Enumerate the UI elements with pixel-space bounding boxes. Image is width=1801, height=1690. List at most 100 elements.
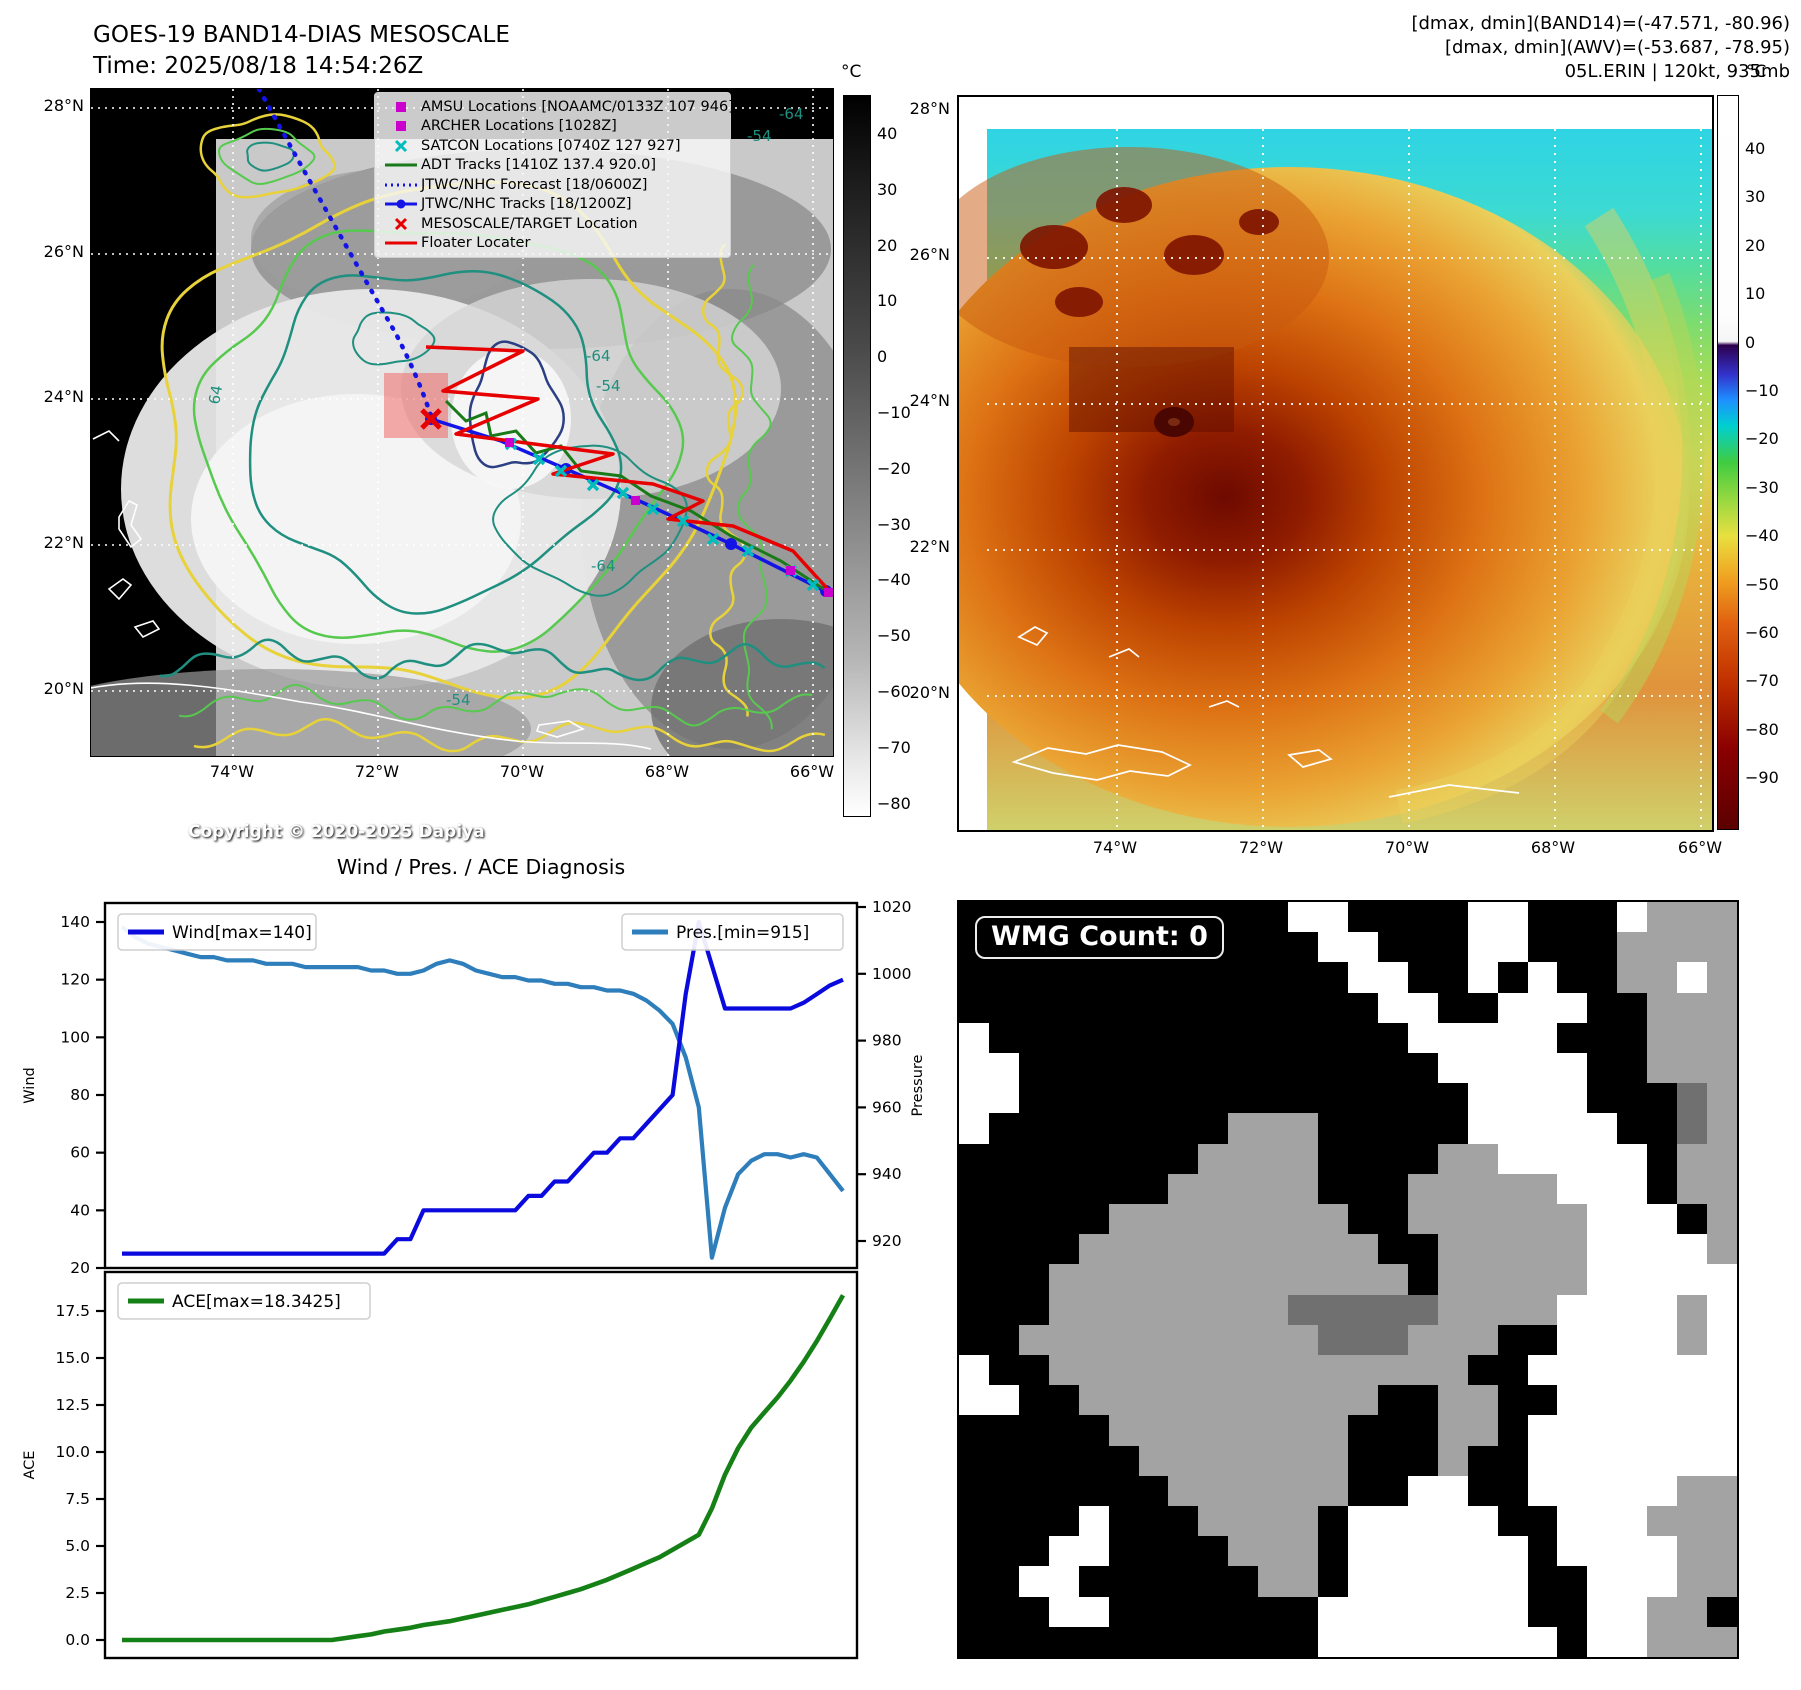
legend-item: Floater Locater [381, 234, 724, 254]
wmg-cell [1318, 1294, 1348, 1325]
wmg-cell [1677, 1234, 1708, 1265]
wmg-cell [1078, 962, 1109, 993]
wmg-cell [1407, 1445, 1438, 1476]
wmg-cell [1258, 1294, 1289, 1325]
wmg-cell [1677, 1475, 1708, 1506]
wmg-cell [1557, 1173, 1588, 1204]
wmg-cell [1048, 1506, 1079, 1537]
legend-item-label: SATCON Locations [0740Z 127 927] [421, 137, 681, 154]
wmg-cell [1647, 1143, 1678, 1174]
wmg-cell [1647, 1445, 1678, 1476]
wmg-cell [1318, 1415, 1348, 1446]
contour-line [246, 141, 295, 172]
wmg-cell [1018, 962, 1049, 993]
wmg-cell [1108, 1475, 1139, 1506]
wmg-cell [1018, 1536, 1049, 1567]
wmg-cell [1138, 1234, 1169, 1265]
wmg-cell [1377, 1355, 1408, 1386]
wmg-cell [1617, 1113, 1648, 1144]
wmg-cell [1108, 1264, 1139, 1295]
wmg-cell [1198, 1475, 1229, 1506]
wmg-cell [1407, 1264, 1438, 1295]
wmg-cell [1437, 1173, 1468, 1204]
awv-colorbar-tick: −10 [1745, 381, 1779, 400]
wmg-cell [1048, 1324, 1079, 1355]
wmg-cell [1437, 902, 1468, 933]
wmg-cell [1707, 932, 1737, 963]
wmg-cell [1377, 1204, 1408, 1235]
wmg-cell [1198, 1173, 1229, 1204]
wmg-cell [1377, 1536, 1408, 1567]
wmg-cell [1078, 1204, 1109, 1235]
wmg-cell [1647, 1294, 1678, 1325]
wmg-cell [1048, 1234, 1079, 1265]
wmg-cell [1467, 1264, 1498, 1295]
wmg-cell [1407, 1204, 1438, 1235]
wmg-cell [1557, 1475, 1588, 1506]
wmg-cell [1347, 1053, 1378, 1084]
wmg-cell [1407, 992, 1438, 1023]
right-map-lat-tick: 20°N [909, 683, 950, 702]
wmg-cell [1258, 1173, 1289, 1204]
wmg-cell [1228, 1475, 1259, 1506]
ace-ytick: 7.5 [65, 1490, 90, 1508]
wmg-cell [1437, 1536, 1468, 1567]
wmg-cell [1527, 1506, 1558, 1537]
wmg-cell [1527, 1626, 1558, 1657]
wmg-cell [1677, 1415, 1708, 1446]
awv-colorbar-tick: −80 [1745, 719, 1779, 739]
wmg-cell [1557, 1264, 1588, 1295]
wmg-cell [1617, 1475, 1648, 1506]
left-map-lat-tick: 24°N [43, 387, 84, 406]
wmg-cell [1048, 962, 1079, 993]
wmg-cell [1497, 1264, 1528, 1295]
wmg-cell [1617, 1053, 1648, 1084]
wmg-cell [1467, 1173, 1498, 1204]
wmg-cell [1377, 1143, 1408, 1174]
wmg-cell [1198, 1234, 1229, 1265]
wmg-cell [1318, 1173, 1348, 1204]
legend-item-label: JTWC/NHC Tracks [18/1200Z] [421, 196, 632, 213]
pressure-ytick: 1000 [872, 965, 911, 983]
wmg-cell [1407, 1083, 1438, 1114]
wmg-cell [1198, 1445, 1229, 1476]
wmg-cell [1557, 1324, 1588, 1355]
wmg-cell [1617, 1234, 1648, 1265]
wmg-cell [1347, 1355, 1378, 1386]
wmg-cell [1048, 1566, 1079, 1597]
wmg-cell [1587, 1204, 1618, 1235]
wmg-cell [1198, 1294, 1229, 1325]
wind-ytick: 60 [70, 1144, 90, 1162]
wmg-cell [1497, 1355, 1528, 1386]
wmg-cell [1467, 992, 1498, 1023]
wmg-cell [1557, 1083, 1588, 1114]
wmg-cell [1527, 1324, 1558, 1355]
diagnosis-charts: Wind / Pres. / ACE Diagnosis 140 120 100 80 6… [22, 855, 926, 1660]
wmg-cell [1318, 1022, 1348, 1053]
wmg-cell [1557, 1536, 1588, 1567]
wmg-cell [1467, 1234, 1498, 1265]
wmg-cell [959, 1234, 989, 1265]
wmg-cell [1258, 1536, 1289, 1567]
wmg-cell [1347, 1506, 1378, 1537]
wmg-cell [1168, 1143, 1199, 1174]
wmg-cell [1108, 1053, 1139, 1084]
wmg-cell [1377, 1234, 1408, 1265]
legend-item: SATCON Locations [0740Z 127 927] [381, 136, 724, 156]
wmg-cell [1707, 1022, 1737, 1053]
wmg-cell [1467, 1294, 1498, 1325]
wmg-cell [1258, 1385, 1289, 1416]
wmg-cell [1347, 1596, 1378, 1627]
wmg-cell [1078, 1022, 1109, 1053]
wmg-cell [1647, 1475, 1678, 1506]
wmg-cell [1587, 1294, 1618, 1325]
wmg-cell [1018, 1445, 1049, 1476]
wmg-cell [1437, 1053, 1468, 1084]
wmg-cell [1018, 1566, 1049, 1597]
wmg-cell [1318, 1596, 1348, 1627]
left-map-lon-tick: 66°W [789, 762, 835, 781]
right-map-lon-tick: 70°W [1384, 838, 1430, 857]
wmg-cell [1108, 1022, 1139, 1053]
floater-track-line [425, 345, 835, 597]
wmg-cell [959, 1475, 989, 1506]
